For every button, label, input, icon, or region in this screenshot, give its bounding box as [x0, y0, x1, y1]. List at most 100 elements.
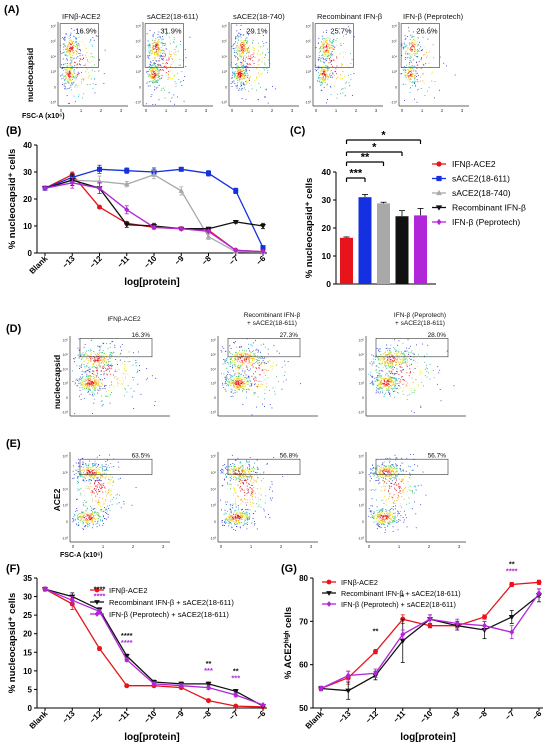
flow-dot: [238, 375, 240, 377]
flow-dot: [403, 42, 405, 44]
flow-dot: [230, 385, 232, 386]
flow-dot: [88, 359, 90, 361]
flow-dot: [336, 57, 338, 59]
flow-dot: [348, 82, 350, 84]
flow-dot: [72, 370, 73, 372]
flow-dot: [68, 74, 69, 76]
flow-dot: [129, 361, 131, 362]
flow-dot: [222, 382, 223, 384]
flow-dot: [257, 60, 259, 62]
flow-dot: [323, 80, 325, 82]
flow-dot: [89, 467, 91, 468]
gate-box: [227, 338, 301, 358]
flow-dot: [86, 470, 88, 472]
flow-dot: [248, 52, 249, 54]
flow-dot: [236, 383, 237, 385]
flow-dot: [224, 376, 226, 378]
flow-dot: [326, 54, 328, 56]
flow-dot: [61, 74, 63, 76]
flow-dot: [110, 490, 112, 492]
flow-dot: [236, 77, 238, 79]
flow-dot: [328, 62, 330, 64]
flow-dot: [318, 52, 320, 54]
flow-dot: [247, 388, 249, 389]
flow-dot: [233, 379, 234, 381]
flow-dot: [244, 509, 246, 511]
flow-dot: [256, 488, 258, 489]
flow-dot: [92, 46, 94, 47]
flow-dot: [322, 31, 324, 33]
flow-dot: [220, 350, 222, 351]
flow-dot: [235, 76, 237, 78]
flow-dot: [331, 55, 333, 57]
flow-dot: [231, 467, 232, 469]
flow-y-tick: 10³: [63, 382, 69, 386]
flow-dot: [329, 74, 330, 76]
flow-dot: [87, 357, 89, 359]
panel-d-label: (D): [6, 323, 22, 335]
flow-dot: [244, 89, 246, 90]
flow-dot: [329, 72, 331, 74]
flow-dot: [73, 58, 74, 59]
flow-dot: [158, 76, 160, 78]
flow-dot: [172, 78, 174, 80]
flow-dot: [77, 47, 79, 49]
flow-dot: [242, 381, 243, 383]
flow-dot: [240, 24, 242, 26]
flow-dot: [243, 353, 245, 355]
flow-dot: [103, 511, 105, 513]
flow-dot: [78, 516, 80, 518]
flow-dot: [68, 35, 70, 37]
flow-dot: [247, 376, 249, 378]
flow-dot: [232, 367, 233, 369]
flow-dot: [251, 522, 253, 524]
flow-dot: [87, 467, 89, 469]
flow-dot: [246, 518, 248, 520]
flow-dot: [93, 385, 95, 386]
flow-dot: [237, 379, 239, 381]
flow-dot: [238, 467, 240, 469]
flow-dot: [242, 377, 244, 379]
flow-dot: [239, 473, 241, 475]
flow-dot: [235, 500, 237, 502]
flow-dot: [417, 64, 419, 66]
flow-dot: [266, 463, 268, 465]
flow-dot: [232, 395, 234, 397]
flow-dot: [229, 513, 231, 514]
flow-dot: [93, 492, 95, 494]
flow-dot: [241, 62, 243, 64]
flow-dot: [93, 356, 95, 357]
flow-dot: [61, 68, 63, 69]
flow-dot: [410, 75, 412, 77]
flow-dot: [238, 32, 240, 34]
flow-dot: [251, 494, 253, 495]
flow-dot: [232, 505, 234, 507]
flow-dot: [173, 37, 175, 39]
flow-dot: [244, 357, 246, 359]
flow-dot: [234, 74, 236, 76]
flow-dot: [239, 475, 240, 477]
flow-dot: [93, 56, 95, 58]
flow-dot: [234, 357, 236, 359]
flow-dot: [251, 57, 253, 59]
flow-dot: [248, 381, 250, 383]
flow-dot: [235, 41, 237, 43]
flow-dot: [82, 384, 84, 386]
flow-dot: [101, 395, 102, 397]
flow-dot: [244, 523, 246, 525]
flow-dot: [232, 380, 234, 382]
flow-dot: [248, 370, 250, 371]
flow-dot: [247, 353, 249, 354]
flow-dot: [227, 517, 228, 518]
flow-dot: [254, 493, 256, 494]
flow-dot: [239, 347, 241, 348]
flow-dot: [321, 82, 323, 84]
flow-dot: [340, 43, 342, 45]
flow-dot: [270, 365, 272, 367]
flow-dot: [97, 358, 99, 360]
flow-dot: [410, 42, 412, 44]
flow-dot: [247, 492, 249, 494]
flow-dot: [235, 56, 237, 58]
flow-dot: [241, 75, 242, 76]
flow-dot: [252, 351, 253, 352]
